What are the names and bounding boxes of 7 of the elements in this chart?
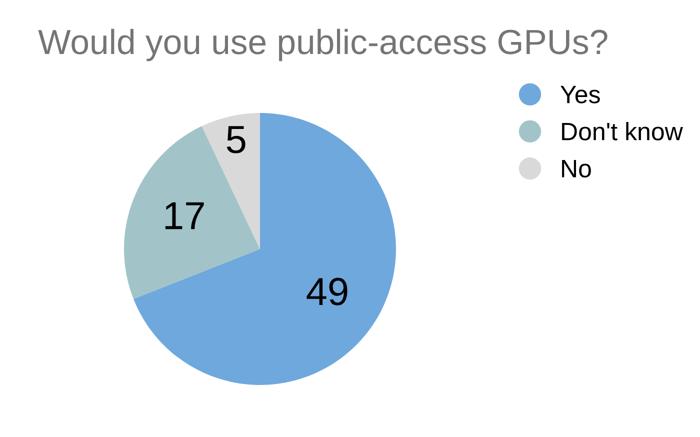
legend-label: No bbox=[562, 160, 591, 178]
chart-title: Would you use public-access GPUs? bbox=[38, 28, 608, 62]
data-label: 17 bbox=[165, 202, 204, 230]
legend-label: Don't know bbox=[562, 122, 683, 140]
data-label: 5 bbox=[226, 126, 246, 154]
legend-label: Yes bbox=[560, 86, 600, 104]
data-label: 49 bbox=[306, 278, 348, 306]
